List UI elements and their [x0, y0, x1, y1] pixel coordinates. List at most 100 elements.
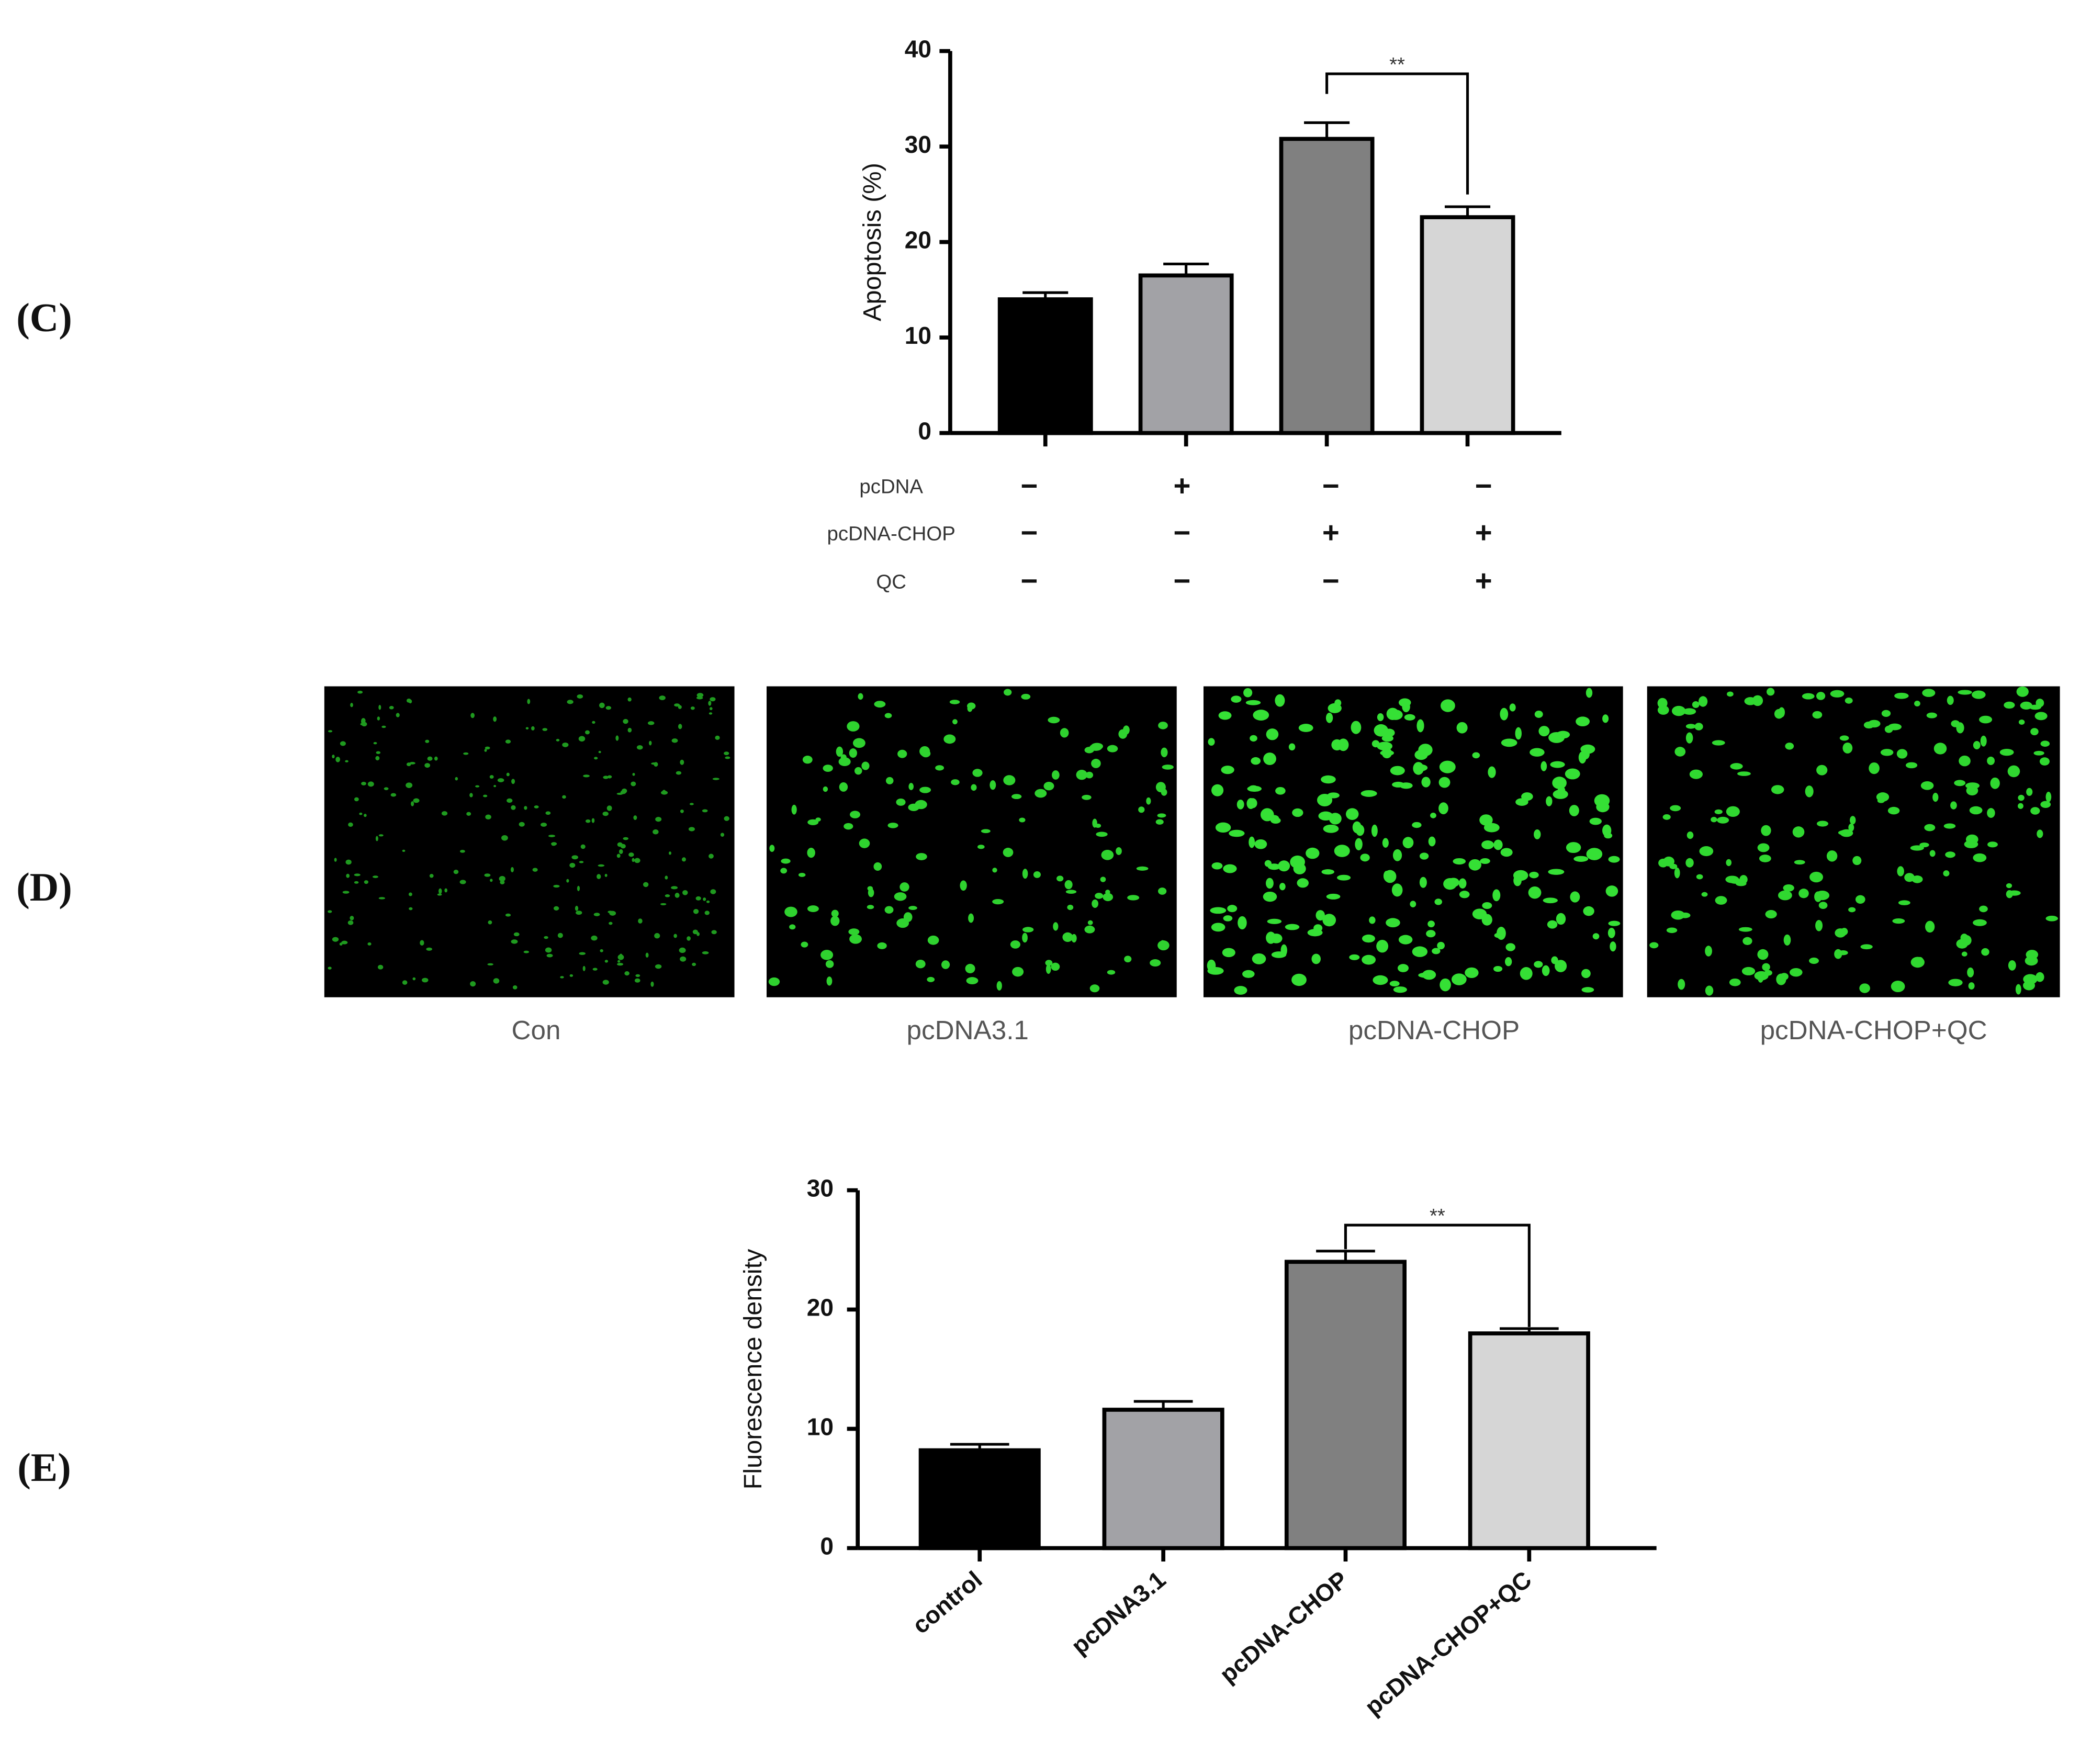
- cell: [1981, 948, 1989, 956]
- cell: [1010, 940, 1020, 949]
- cell: [1987, 756, 1995, 765]
- cell: [373, 741, 377, 745]
- cell: [894, 892, 907, 901]
- cell: [408, 892, 412, 896]
- cell: [1891, 981, 1905, 993]
- cell: [364, 814, 367, 817]
- treatment-name: pcDNA-CHOP: [827, 522, 955, 545]
- cell: [1947, 695, 1954, 705]
- cell: [965, 963, 975, 973]
- cell: [1972, 690, 1986, 699]
- cell: [1602, 714, 1609, 723]
- cell: [702, 951, 709, 954]
- cell: [624, 971, 629, 976]
- cell: [1062, 932, 1073, 942]
- cell: [1082, 794, 1092, 800]
- cell: [1437, 941, 1445, 950]
- cell: [582, 965, 586, 971]
- cell: [1438, 802, 1448, 815]
- cell: [507, 798, 513, 803]
- cell: [1534, 961, 1543, 968]
- cell: [1091, 759, 1101, 768]
- cell: [710, 697, 716, 702]
- cell: [1084, 925, 1095, 934]
- cell: [1674, 747, 1686, 757]
- cell: [1581, 749, 1590, 760]
- cell: [1929, 850, 1936, 857]
- cell: [1275, 694, 1285, 707]
- cell: [1914, 700, 1920, 707]
- cell: [1814, 891, 1822, 902]
- cell: [1881, 710, 1891, 717]
- cell: [1546, 796, 1553, 806]
- cell: [1210, 907, 1227, 914]
- cell: [820, 950, 834, 960]
- cell: [1045, 960, 1053, 966]
- cell: [861, 761, 870, 770]
- cell: [669, 851, 671, 855]
- cell: [951, 779, 960, 785]
- cell: [1696, 874, 1703, 880]
- cell: [605, 706, 612, 710]
- cell: [1608, 920, 1621, 926]
- cell: [1376, 939, 1389, 953]
- cell: [1730, 763, 1743, 770]
- cell: [1218, 711, 1232, 720]
- cell: [1280, 944, 1287, 957]
- cell: [823, 765, 833, 772]
- cell: [1033, 871, 1041, 878]
- cell: [1581, 969, 1591, 979]
- y-axis-label: Fluorescence density: [739, 1249, 767, 1489]
- cell: [1297, 878, 1309, 888]
- cell: [1608, 856, 1620, 863]
- cell: [1592, 933, 1600, 940]
- cell: [1352, 821, 1362, 834]
- cell: [585, 730, 590, 735]
- cell: [967, 705, 973, 712]
- cell: [1402, 837, 1414, 849]
- cell: [1950, 801, 1957, 810]
- cell: [703, 897, 706, 901]
- bar: [1284, 1260, 1407, 1550]
- cell: [1783, 934, 1791, 946]
- cell: [690, 706, 695, 710]
- cell: [1391, 883, 1403, 897]
- cell: [1071, 934, 1077, 943]
- cell: [674, 703, 680, 707]
- cell: [1805, 785, 1814, 797]
- cell: [1439, 760, 1456, 773]
- cell: [1242, 970, 1255, 978]
- cell: [877, 942, 887, 949]
- cell: [483, 794, 488, 797]
- bar: [1420, 215, 1515, 435]
- cell: [1607, 927, 1615, 938]
- x-tick-label: pcDNA-CHOP+QC: [1359, 1566, 1536, 1721]
- bar: [1138, 273, 1234, 435]
- cell: [402, 980, 408, 985]
- cell: [576, 911, 582, 915]
- cell: [678, 724, 682, 729]
- cell: [1830, 690, 1845, 698]
- cell: [1267, 815, 1279, 822]
- cell: [1157, 813, 1166, 818]
- cell: [350, 916, 354, 920]
- cell: [1967, 967, 1974, 977]
- cell: [493, 785, 497, 788]
- cell: [849, 748, 857, 758]
- cell: [1150, 959, 1161, 967]
- cell: [1019, 817, 1026, 823]
- cell: [972, 769, 983, 777]
- cell: [665, 894, 670, 897]
- cell: [897, 749, 907, 758]
- cell: [655, 964, 662, 969]
- cell: [1067, 904, 1074, 911]
- cell: [354, 873, 361, 877]
- cell: [1453, 858, 1466, 865]
- cell: [426, 947, 432, 951]
- cell: [350, 703, 353, 707]
- cell: [1393, 986, 1407, 993]
- cell: [711, 930, 717, 935]
- cell: [1229, 829, 1245, 837]
- cell: [784, 906, 797, 917]
- cell: [381, 725, 386, 728]
